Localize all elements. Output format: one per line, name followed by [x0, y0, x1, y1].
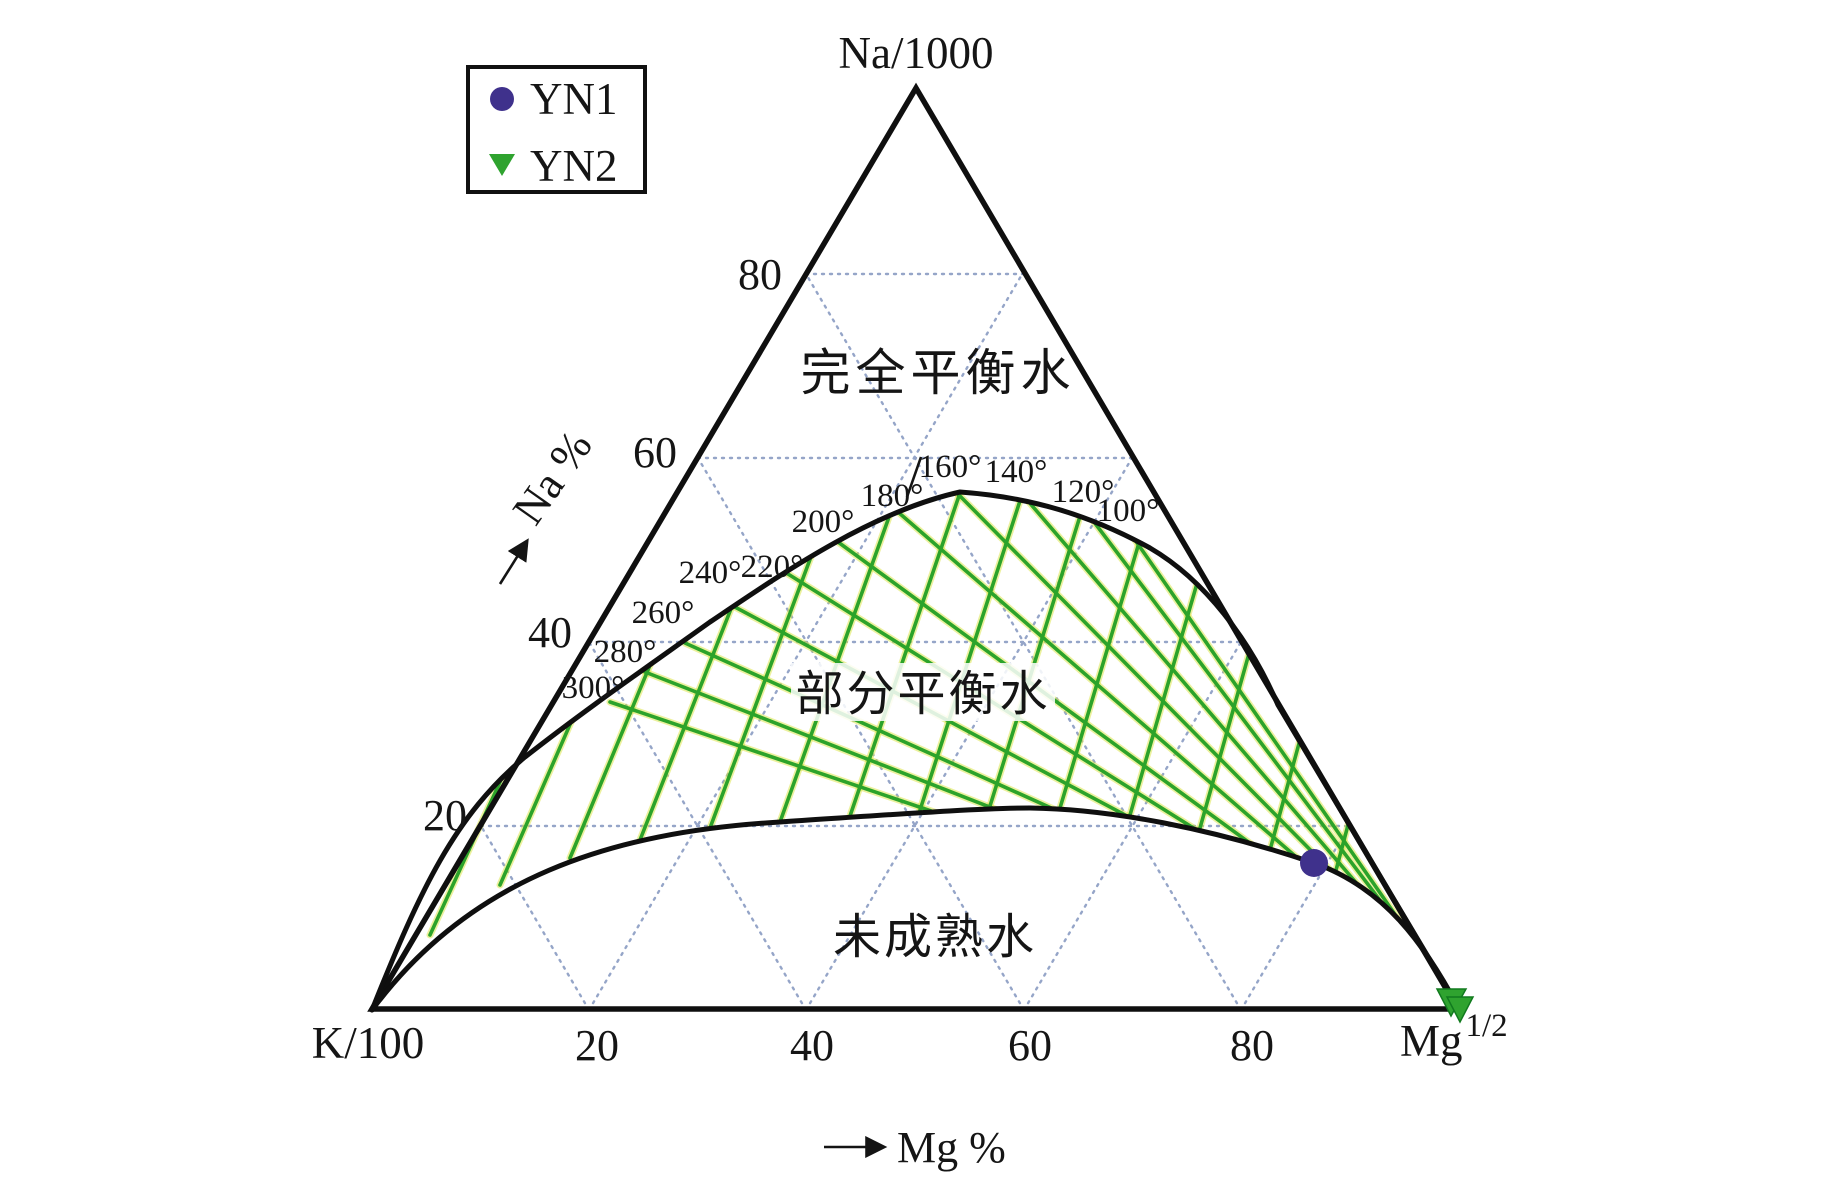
mg-axis-label: Mg %	[897, 1123, 1006, 1172]
isotherm-label-200: 200°	[792, 504, 855, 540]
legend-box	[466, 65, 647, 194]
na-axis-label-group: Na %	[503, 422, 602, 534]
isotherm-label-240: 240°	[679, 555, 742, 591]
region-label-partial-equilibrium: 部分平衡水	[795, 668, 1050, 721]
isotherm-label-280: 280°	[594, 634, 657, 670]
region-label-backplate	[791, 663, 1055, 721]
isotherm-lines-group	[430, 492, 1458, 985]
isotherm-label-300: 300°	[562, 670, 625, 706]
data-point-yn2	[1435, 988, 1475, 1024]
isotherm-label-140: 140°	[985, 454, 1048, 490]
apex-label-k: K/100	[312, 1018, 425, 1068]
na-axis-label: Na %	[503, 422, 602, 534]
bottom-tick-20: 20	[575, 1021, 619, 1070]
na-axis-arrow-icon	[498, 538, 529, 585]
isotherm-label-100: 100°	[1097, 493, 1160, 529]
legend-label-yn2: YN2	[530, 141, 618, 191]
left-tick-20: 20	[423, 791, 467, 840]
left-tick-40: 40	[528, 608, 572, 657]
yn2-triangle-marker-2	[1445, 996, 1475, 1024]
isotherm-label-180: 180°	[861, 478, 924, 514]
full-equilibrium-curve	[369, 489, 1461, 1013]
bottom-tick-40: 40	[790, 1021, 834, 1070]
legend-marker-yn1-circle-icon	[490, 87, 514, 111]
isotherm-label-260: 260°	[632, 595, 695, 631]
bottom-tick-80: 80	[1230, 1021, 1274, 1070]
immature-water-curve	[369, 805, 1461, 1013]
data-point-yn1	[1300, 849, 1328, 877]
left-tick-80: 80	[738, 250, 782, 299]
isotherm-label-220: 220°	[741, 549, 804, 585]
apex-label-mg: Mg1/2	[1400, 1008, 1508, 1066]
legend-label-yn1: YN1	[530, 74, 618, 124]
isotherm-label-120: 120°	[1052, 474, 1115, 510]
region-label-immature-water: 未成熟水	[833, 911, 1037, 964]
apex-label-mg-base: Mg	[1400, 1016, 1463, 1066]
apex-label-mg-sup: 1/2	[1466, 1008, 1508, 1044]
region-label-full-equilibrium: 完全平衡水	[801, 345, 1076, 401]
apex-label-na: Na/1000	[839, 28, 994, 78]
left-tick-60: 60	[633, 428, 677, 477]
bottom-tick-60: 60	[1008, 1021, 1052, 1070]
triangle-frame	[367, 82, 1463, 1012]
isotherm-label-160: 160°	[919, 449, 982, 485]
isotherm-leader-tick	[905, 456, 923, 498]
legend: YN1 YN2	[466, 65, 647, 194]
legend-marker-yn2-triangle-icon	[489, 154, 515, 176]
